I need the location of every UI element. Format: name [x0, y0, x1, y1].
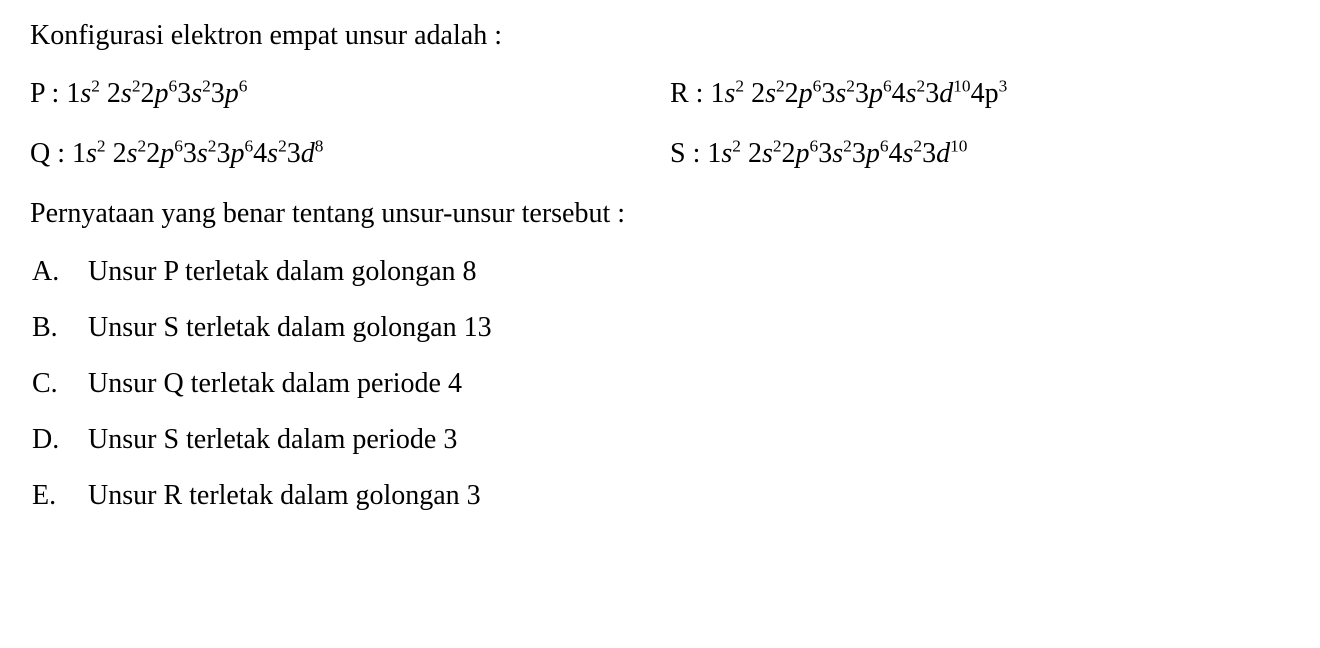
label-S: S :: [670, 138, 707, 169]
orbitals-R: 1s2 2s22p63s23p64s23d104p3: [710, 78, 1007, 109]
config-row-2: Q : 1s2 2s22p63s23p64s23d8 S : 1s2 2s22p…: [30, 140, 1290, 168]
option-A: A. Unsur P terletak dalam golongan 8: [30, 258, 1290, 286]
config-R: R : 1s2 2s22p63s23p64s23d104p3: [670, 80, 1290, 108]
statement-text: Pernyataan yang benar tentang unsur-unsu…: [30, 200, 1290, 228]
option-D: D. Unsur S terletak dalam periode 3: [30, 426, 1290, 454]
option-D-text: Unsur S terletak dalam periode 3: [88, 426, 1290, 454]
option-C-letter: C.: [32, 370, 88, 398]
option-E-letter: E.: [32, 482, 88, 510]
option-B-text: Unsur S terletak dalam golongan 13: [88, 314, 1290, 342]
config-S: S : 1s2 2s22p63s23p64s23d10: [670, 140, 1290, 168]
option-A-text: Unsur P terletak dalam golongan 8: [88, 258, 1290, 286]
label-Q: Q :: [30, 138, 72, 169]
config-P: P : 1s2 2s22p63s23p6: [30, 80, 670, 108]
option-C: C. Unsur Q terletak dalam periode 4: [30, 370, 1290, 398]
config-row-1: P : 1s2 2s22p63s23p6 R : 1s2 2s22p63s23p…: [30, 80, 1290, 108]
config-Q: Q : 1s2 2s22p63s23p64s23d8: [30, 140, 670, 168]
option-E: E. Unsur R terletak dalam golongan 3: [30, 482, 1290, 510]
label-R: R :: [670, 78, 710, 109]
label-P: P :: [30, 78, 66, 109]
option-B: B. Unsur S terletak dalam golongan 13: [30, 314, 1290, 342]
option-E-text: Unsur R terletak dalam golongan 3: [88, 482, 1290, 510]
option-B-letter: B.: [32, 314, 88, 342]
question-text: Konfigurasi elektron empat unsur adalah …: [30, 22, 1290, 50]
option-A-letter: A.: [32, 258, 88, 286]
orbitals-Q: 1s2 2s22p63s23p64s23d8: [72, 138, 323, 169]
option-C-text: Unsur Q terletak dalam periode 4: [88, 370, 1290, 398]
orbitals-P: 1s2 2s22p63s23p6: [66, 78, 247, 109]
option-D-letter: D.: [32, 426, 88, 454]
orbitals-S: 1s2 2s22p63s23p64s23d10: [707, 138, 967, 169]
